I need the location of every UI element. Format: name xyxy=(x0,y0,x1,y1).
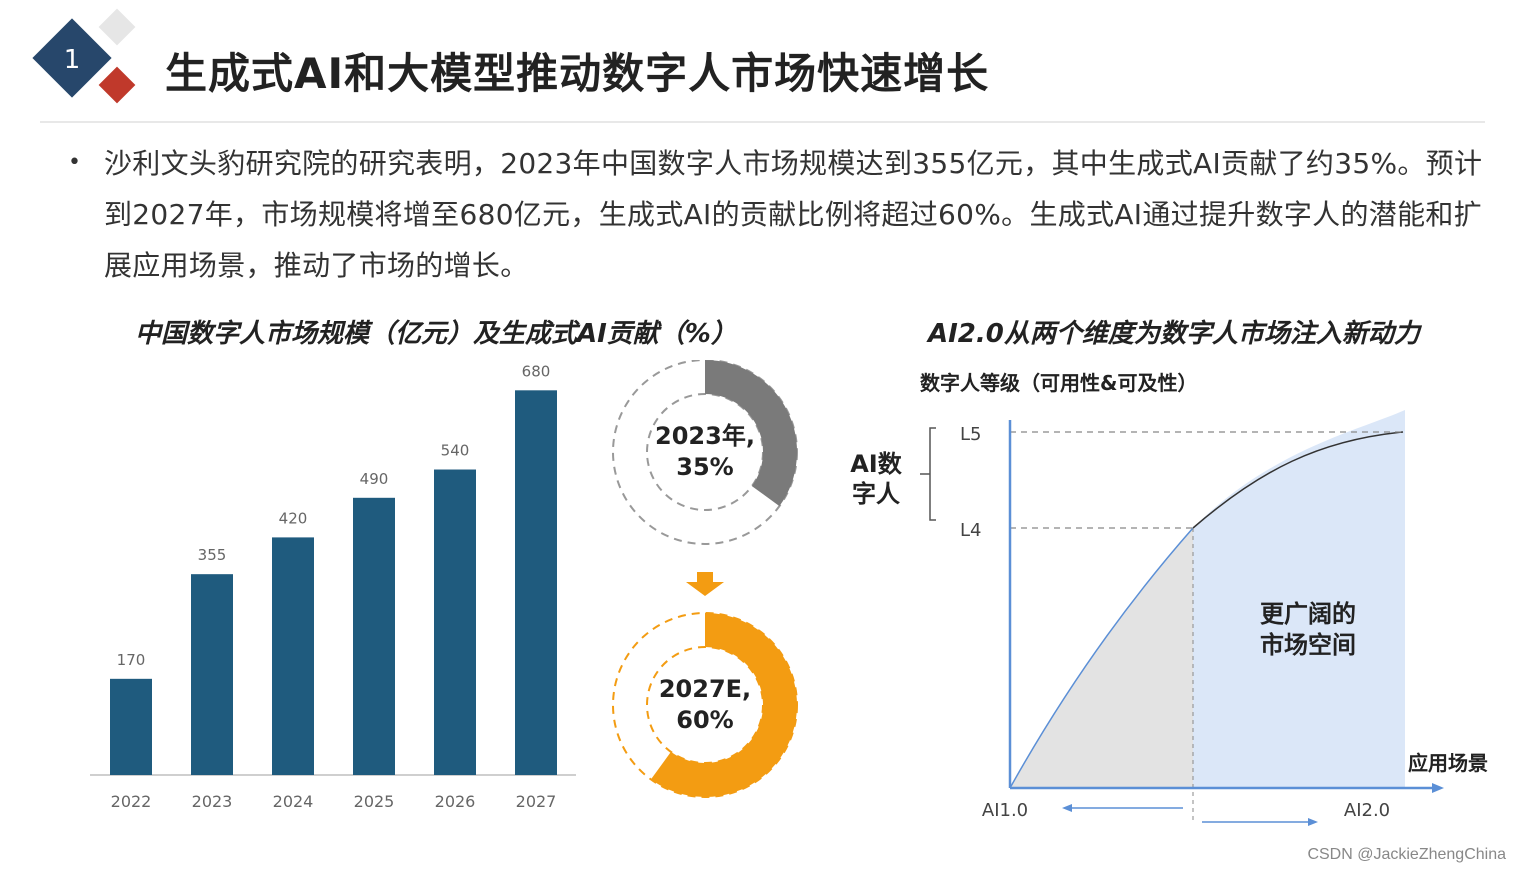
donut-inner-dashed-ring xyxy=(646,646,764,764)
bar-chart-title: 中国数字人市场规模（亿元）及生成式AI贡献（%） xyxy=(135,319,737,349)
page-title: 生成式AI和大模型推动数字人市场快速增长 xyxy=(165,49,990,98)
bar-value-label: 490 xyxy=(360,470,389,488)
badge-number: 1 xyxy=(64,45,81,75)
badge-blue-diamond xyxy=(32,18,112,98)
x-tick-label: AI1.0 xyxy=(982,800,1028,821)
title-divider xyxy=(40,121,1485,123)
y-axis-label: 数字人等级（可用性&可及性） xyxy=(920,371,1197,395)
x-axis-label: 应用场景 xyxy=(1408,751,1488,775)
bullet-text: 沙利文头豹研究院的研究表明，2023年中国数字人市场规模达到355亿元，其中生成… xyxy=(104,147,1483,282)
badge-light-square xyxy=(98,8,136,46)
bar-2024 xyxy=(272,537,314,775)
bar-2025 xyxy=(353,497,395,775)
bar-value-label: 540 xyxy=(441,442,470,460)
x-tick-label: 2025 xyxy=(354,792,395,811)
donut-segment xyxy=(704,360,797,507)
donut-inner-dashed-ring xyxy=(646,393,764,511)
y-bracket xyxy=(920,427,936,521)
market-size-bar-chart: 170 2022 355 2023 420 2024 490 2025 540 2026 680 20… xyxy=(90,362,576,811)
x-tick-label: 2024 xyxy=(273,792,314,811)
donut-label: 2027E, xyxy=(659,675,751,703)
bar-value-label: 680 xyxy=(522,362,551,380)
donut-label: 60% xyxy=(676,706,733,734)
donut-label: 2023年, xyxy=(655,422,755,450)
right-arrow-icon xyxy=(1308,818,1318,826)
badge-red-square xyxy=(98,66,136,104)
section-badge: 1 xyxy=(32,8,136,104)
x-axis-arrow-icon xyxy=(1432,783,1444,793)
area-label: 市场空间 xyxy=(1260,631,1356,659)
bracket-label: AI数 xyxy=(850,450,903,478)
x-tick-label: 2027 xyxy=(516,792,557,811)
watermark: CSDN @JackieZhengChina xyxy=(1307,846,1506,863)
area-label: 更广阔的 xyxy=(1260,600,1356,628)
left-arrow-icon xyxy=(1062,804,1072,812)
y-tick-label: L4 xyxy=(960,520,981,541)
bar-2026 xyxy=(434,469,476,775)
x-tick-label: AI2.0 xyxy=(1344,800,1390,821)
bar-2023 xyxy=(191,574,233,775)
bullet-dot: • xyxy=(68,150,81,175)
x-tick-label: 2023 xyxy=(192,792,233,811)
bracket-label: 字人 xyxy=(852,480,900,508)
down-arrow-icon xyxy=(686,572,724,596)
bar-2027 xyxy=(515,390,557,775)
bar-value-label: 355 xyxy=(198,546,227,564)
x-tick-label: 2026 xyxy=(435,792,476,811)
x-tick-label: 2022 xyxy=(111,792,152,811)
y-tick-label: L5 xyxy=(960,424,981,445)
bar-2022 xyxy=(110,678,152,775)
donut-segment xyxy=(650,613,797,797)
bar-value-label: 170 xyxy=(117,651,146,669)
growth-curve-ai1 xyxy=(1009,527,1194,789)
growth-curve-ai2 xyxy=(1192,431,1404,529)
concept-chart-title: AI2.0从两个维度为数字人市场注入新动力 xyxy=(928,319,1420,349)
ai1-market-area xyxy=(1010,528,1193,788)
bar-value-label: 420 xyxy=(279,509,308,527)
donut-label: 35% xyxy=(676,453,733,481)
ai-contribution-donuts: 2023年, 35% 2027E, 60% xyxy=(612,360,798,798)
